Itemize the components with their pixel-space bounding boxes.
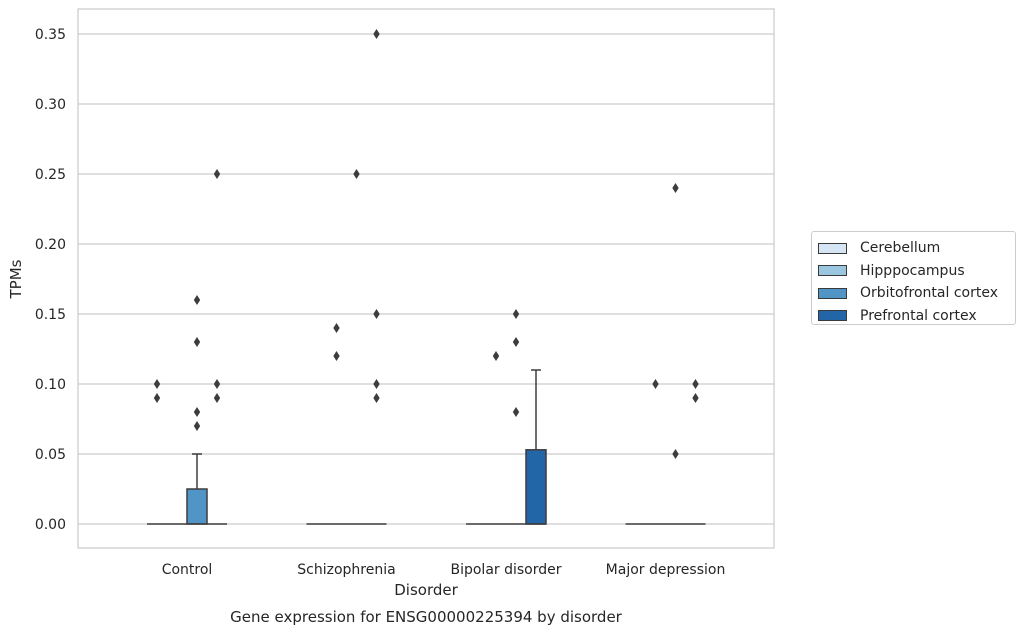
- gridlines: [78, 33, 774, 525]
- outlier-point: [373, 29, 380, 39]
- legend-item-prefrontal-cortex: Prefrontal cortex: [818, 305, 1015, 328]
- outlier-point: [353, 169, 360, 179]
- y-tick-label: 0.30: [35, 97, 66, 113]
- outlier-point: [333, 323, 340, 333]
- box-bipolar-disorder-prefrontal-cortex: [525, 369, 547, 525]
- x-axis-label: Disorder: [394, 581, 458, 599]
- box-body: [186, 488, 208, 525]
- outlier-point: [672, 183, 679, 193]
- y-tick-label: 0.25: [35, 167, 66, 183]
- legend-item-orbitofrontal-cortex: Orbitofrontal cortex: [818, 282, 1015, 305]
- x-tick-label: Bipolar disorder: [450, 562, 561, 578]
- outlier-point: [193, 407, 201, 417]
- outlier-point: [333, 351, 340, 361]
- y-tick-label: 0.20: [35, 237, 66, 253]
- box-body: [525, 449, 547, 525]
- x-tick-label: Major depression: [606, 562, 726, 578]
- outlier-point: [512, 337, 520, 347]
- x-tick-labels: Control Schizophrenia Bipolar disorder Majo…: [162, 562, 726, 578]
- outlier-point: [492, 351, 500, 361]
- outlier-point: [213, 393, 221, 403]
- y-tick-label: 0.00: [35, 517, 66, 533]
- legend-label: Prefrontal cortex: [860, 307, 977, 324]
- outlier-point: [373, 379, 380, 389]
- outlier-point: [373, 393, 380, 403]
- legend-swatch-prefrontal-cortex: [818, 310, 847, 322]
- boxes: [147, 369, 706, 525]
- legend-item-hippocampus: Hipppocampus: [818, 260, 1015, 283]
- legend-item-cerebellum: Cerebellum: [818, 237, 1015, 260]
- legend-swatch-orbitofrontal-cortex: [818, 287, 847, 299]
- y-tick-label: 0.35: [35, 27, 66, 43]
- legend-label: Cerebellum: [860, 240, 941, 257]
- outlier-point: [153, 393, 161, 403]
- outlier-point: [193, 337, 201, 347]
- outliers: [153, 29, 699, 459]
- chart-title: Gene expression for ENSG00000225394 by d…: [230, 608, 623, 626]
- y-axis-label: TPMs: [7, 259, 25, 299]
- legend: Cerebellum Hipppocampus Orbitofrontal co…: [811, 231, 1016, 325]
- plot-frame: [77, 8, 775, 549]
- y-tick-labels: 0.00 0.05 0.10 0.15 0.20 0.25 0.30 0.35: [35, 27, 66, 533]
- legend-label: Orbitofrontal cortex: [860, 285, 998, 302]
- outlier-point: [193, 295, 201, 305]
- y-tick-label: 0.15: [35, 307, 66, 323]
- outlier-point: [213, 379, 221, 389]
- box-control-orbitofrontal-cortex: [186, 453, 208, 525]
- y-tick-label: 0.05: [35, 447, 66, 463]
- outlier-point: [652, 379, 659, 389]
- y-tick-label: 0.10: [35, 377, 66, 393]
- outlier-point: [512, 309, 520, 319]
- outlier-point: [193, 421, 201, 431]
- legend-swatch-cerebellum: [818, 242, 847, 254]
- outlier-point: [692, 379, 699, 389]
- outlier-point: [692, 393, 699, 403]
- x-tick-label: Control: [162, 562, 213, 578]
- outlier-point: [213, 169, 221, 179]
- outlier-point: [153, 379, 161, 389]
- outlier-point: [373, 309, 380, 319]
- x-tick-label: Schizophrenia: [297, 562, 395, 578]
- legend-label: Hipppocampus: [860, 262, 965, 279]
- outlier-point: [672, 449, 679, 459]
- legend-swatch-hippocampus: [818, 265, 847, 277]
- outlier-point: [512, 407, 520, 417]
